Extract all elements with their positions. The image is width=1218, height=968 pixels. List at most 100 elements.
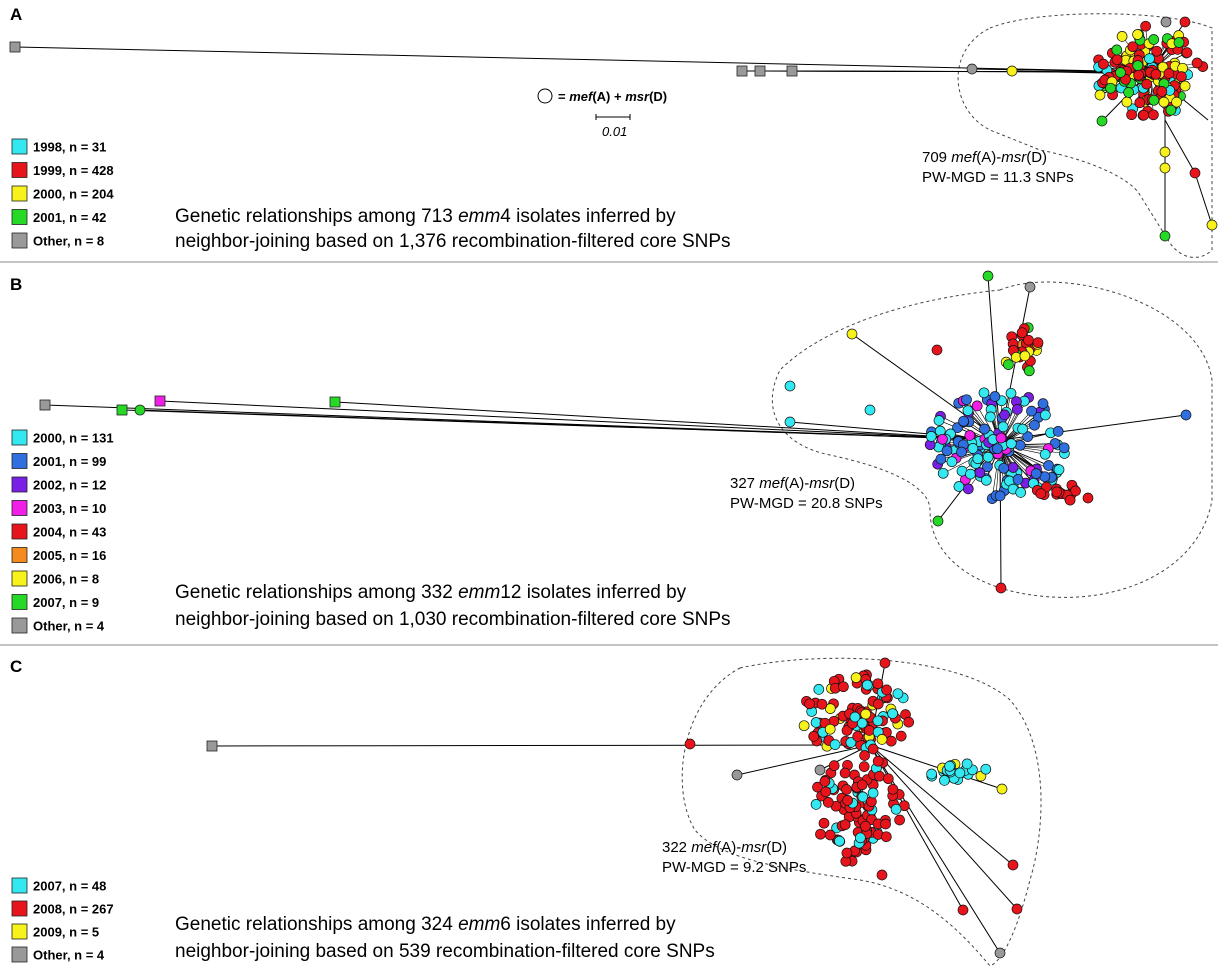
tree-node (852, 731, 864, 742)
tree-node (1011, 903, 1023, 915)
tree-node (1012, 474, 1024, 485)
tree-node (1035, 488, 1047, 499)
tree-node (931, 344, 943, 356)
tree-node (813, 684, 825, 695)
tree-node (953, 481, 965, 492)
legend-b: 2000, n = 131 2001, n = 99 2002, n = 12 200… (11, 429, 114, 634)
tree-node (1039, 448, 1051, 460)
legend-c: 2007, n = 48 2008, n = 267 2009, n = 5 Othe… (11, 877, 114, 963)
panel-label-b: B (10, 275, 22, 294)
tree-node (1111, 44, 1123, 56)
tree-node (876, 869, 888, 881)
tree-node (1037, 398, 1049, 409)
tree-node (1024, 281, 1036, 293)
tree-node (994, 490, 1006, 502)
tree-node (845, 737, 857, 748)
tree-node (1003, 359, 1014, 370)
tree-node (937, 467, 949, 479)
panel-b: B 327 mef(A)-msr(D) PW-MGD = 20.8 (10, 270, 1213, 634)
tree-node (812, 781, 823, 793)
tree-b-cluster-nodes (784, 270, 1192, 594)
tree-node (784, 380, 796, 392)
tree-node (864, 404, 876, 416)
tree-node (989, 391, 1001, 402)
tree-node (872, 715, 884, 727)
tree-node (982, 270, 994, 282)
tree-node (841, 784, 852, 795)
tree-node (992, 443, 1003, 455)
legend-swatch (11, 923, 28, 940)
tree-node (1029, 419, 1040, 431)
panel-c: C 322 mef(A)-msr(D) PW-MGD = 9.2 SNPs 20… (10, 657, 1042, 967)
tree-node (979, 423, 990, 435)
tree-node (1144, 53, 1155, 64)
tree-node (1181, 47, 1193, 58)
tree-node (985, 411, 996, 423)
tree-node (1053, 464, 1065, 476)
tree-node (860, 820, 871, 832)
tree-node (819, 776, 831, 787)
tree-node (1165, 104, 1177, 116)
tree-node (841, 847, 853, 859)
tree-node (1094, 89, 1106, 101)
tree-node (858, 761, 870, 772)
tree-node (828, 760, 840, 771)
tree-node (964, 430, 976, 441)
legend-label: 2002, n = 12 (33, 478, 106, 493)
legend-a: 1998, n = 31 1999, n = 428 2000, n = 204 20… (11, 138, 114, 249)
legend-label: Other, n = 4 (33, 948, 105, 963)
tree-node (872, 678, 884, 690)
tree-node (1158, 96, 1170, 108)
tree-node (978, 387, 990, 399)
tree-node (1159, 230, 1171, 242)
tree-node (824, 829, 836, 841)
tree-node (822, 797, 834, 808)
tree-node (995, 432, 1007, 444)
cluster-pwmgd-b: PW-MGD = 20.8 SNPs (730, 495, 883, 512)
legend-label: 2007, n = 48 (33, 879, 106, 894)
tree-node (1173, 37, 1185, 48)
tree-node (958, 415, 969, 427)
legend-swatch (11, 138, 28, 155)
tree-node (804, 698, 815, 710)
tree-node (867, 787, 879, 799)
cluster-outline-c (681, 657, 1042, 967)
tree-node (829, 739, 841, 750)
tree-node (1133, 69, 1144, 81)
tree-node (1064, 494, 1076, 506)
tree-node (1116, 31, 1128, 42)
tree-node (1082, 492, 1094, 504)
tree-node (1007, 859, 1019, 871)
caption-b-line2: neighbor-joining based on 1,030 recombin… (175, 609, 731, 630)
tree-node (932, 515, 944, 527)
cluster-label-a: 709 mef(A)-msr(D) (922, 149, 1047, 166)
legend-swatch (11, 429, 28, 446)
tree-node (1159, 162, 1171, 174)
tree-node (982, 451, 994, 463)
tree-node (857, 791, 869, 803)
legend-label: 1998, n = 31 (33, 140, 106, 155)
legend-swatch (11, 185, 28, 202)
tree-node (1148, 109, 1159, 121)
tree-node (1015, 487, 1027, 498)
tree-node (872, 755, 884, 767)
tree-node (855, 832, 866, 844)
legend-swatch (11, 594, 28, 610)
tree-b-outgroup (39, 395, 341, 416)
tree-node (824, 703, 836, 714)
tree-node (784, 416, 796, 428)
legend-label: 2000, n = 131 (33, 431, 114, 446)
legend-label: Other, n = 8 (33, 234, 104, 249)
tree-node (966, 63, 978, 75)
tree-node (815, 828, 826, 840)
tree-node (956, 446, 967, 458)
tree-node (881, 684, 892, 696)
tree-node (1150, 68, 1162, 80)
caption-a-line1: Genetic relationships among 713 emm4 iso… (175, 206, 676, 227)
tree-node (998, 462, 1010, 474)
tree-node (1010, 351, 1022, 363)
tree-node (1179, 16, 1191, 28)
tree-node (937, 433, 948, 445)
legend-label: 2004, n = 43 (33, 525, 106, 540)
